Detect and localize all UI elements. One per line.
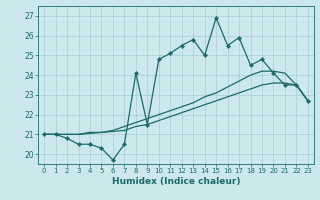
X-axis label: Humidex (Indice chaleur): Humidex (Indice chaleur) bbox=[112, 177, 240, 186]
